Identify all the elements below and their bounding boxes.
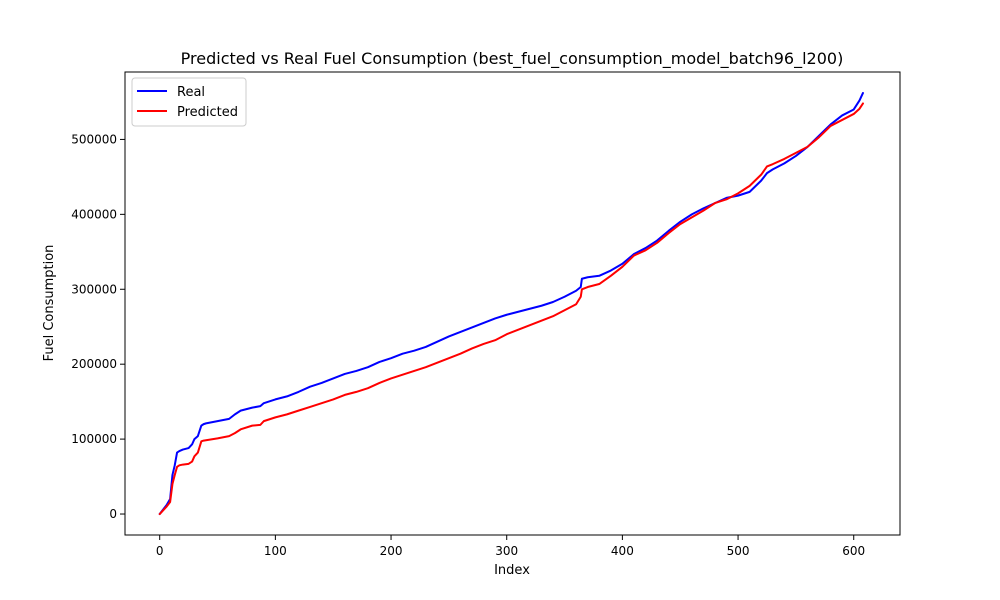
series-line-real [158,91,864,516]
x-tick-label: 100 [264,544,287,558]
legend-label-predicted: Predicted [177,105,238,120]
series-lines [158,91,864,516]
chart-title: Predicted vs Real Fuel Consumption (best… [181,49,844,69]
x-axis-ticks: 0 100 200 300 400 500 600 [156,535,865,558]
x-tick-label: 300 [495,544,518,558]
x-tick-label: 200 [380,544,403,558]
y-tick-label: 500000 [71,132,117,146]
plot-area-frame [124,71,901,536]
y-tick-label: 400000 [71,207,117,221]
legend-label-real: Real [177,85,205,100]
legend: Real Predicted [131,77,247,127]
x-tick-label: 400 [611,544,634,558]
x-axis-label: Index [494,563,530,578]
y-tick-label: 200000 [71,357,117,371]
series-line-predicted [158,102,864,516]
x-tick-label: 0 [156,544,164,558]
y-axis-ticks: 0 100000 200000 300000 400000 500000 [71,132,125,521]
y-tick-label: 0 [109,507,117,521]
y-tick-label: 300000 [71,282,117,296]
y-axis-label: Fuel Consumption [42,245,57,362]
y-tick-label: 100000 [71,432,117,446]
x-tick-label: 500 [727,544,750,558]
x-tick-label: 600 [842,544,865,558]
